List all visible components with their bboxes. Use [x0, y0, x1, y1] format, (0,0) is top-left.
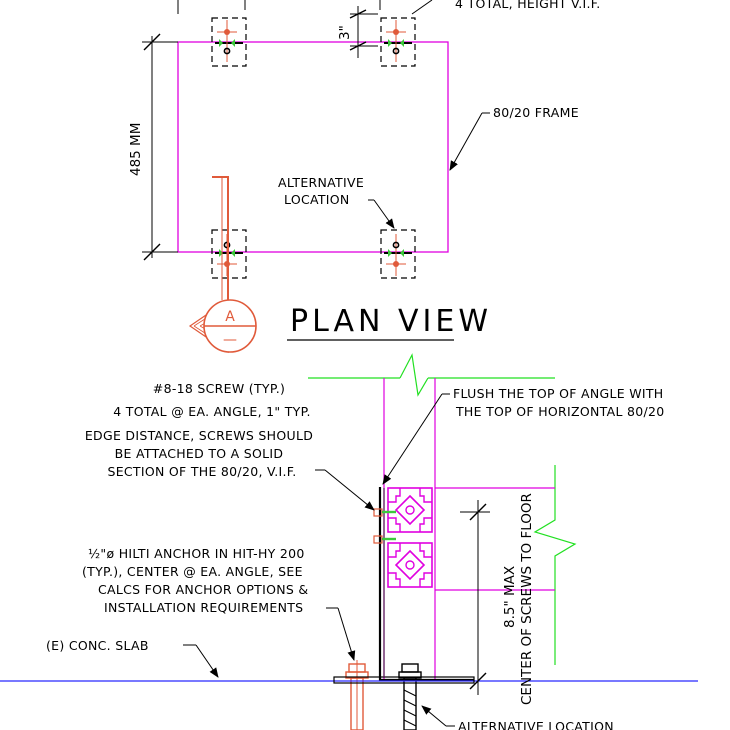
screw-note-line5: SECTION OF THE 80/20, V.I.F.: [107, 464, 296, 479]
alt-location-line2: LOCATION: [284, 192, 350, 207]
anchor-note-line2: (TYP.), CENTER @ EA. ANGLE, SEE: [82, 564, 303, 579]
frame-label: 80/20 FRAME: [493, 105, 579, 120]
steel-angle: [378, 487, 474, 682]
top-note: 4 TOTAL, HEIGHT V.I.F.: [455, 0, 601, 11]
screw-note: #8-18 SCREW (TYP.) 4 TOTAL @ EA. ANGLE, …: [85, 381, 313, 479]
alt-location-line1: ALTERNATIVE: [278, 175, 364, 190]
plan-view-title: PLAN VIEW: [290, 304, 492, 339]
anchor-note-line1: ½"ø HILTI ANCHOR IN HIT-HY 200: [88, 546, 305, 561]
section-letter: A: [225, 309, 235, 325]
flush-note-line2: THE TOP OF HORIZONTAL 80/20: [455, 404, 665, 419]
slab-label: (E) CONC. SLAB: [46, 638, 149, 653]
screw-note-line1: #8-18 SCREW (TYP.): [153, 381, 285, 396]
screw-lower: [373, 535, 396, 544]
screw-note-line2: 4 TOTAL @ EA. ANGLE, 1" TYP.: [113, 404, 311, 419]
section-view: 8.5" MAX CENTER OF SCREWS TO FLOOR #8-18…: [0, 353, 698, 730]
profile-lower: [387, 542, 433, 588]
anchor-note-line1-text: HILTI ANCHOR IN HIT-HY 200: [114, 546, 304, 561]
screw-note-line3: EDGE DISTANCE, SCREWS SHOULD: [85, 428, 313, 443]
section-marker: A —: [188, 298, 257, 354]
anchor-note-line3: CALCS FOR ANCHOR OPTIONS &: [98, 582, 308, 597]
alt-location-bottom: ALTERNATIVE LOCATION: [458, 719, 614, 730]
frame-outline: [177, 41, 449, 253]
bracket-top-left: [211, 17, 247, 67]
profile-upper: [387, 487, 433, 533]
dim-center: CENTER OF SCREWS TO FLOOR: [519, 493, 535, 705]
section-sheet: —: [223, 332, 237, 348]
anchor-note-fraction: ½"ø: [88, 546, 114, 561]
bracket-bottom-right: [380, 229, 416, 279]
alternative-anchor: [398, 663, 422, 730]
screw-note-line4: BE ATTACHED TO A SOLID: [115, 446, 284, 461]
anchor-note-line4: INSTALLATION REQUIREMENTS: [104, 600, 303, 615]
bracket-top-right: [380, 17, 416, 67]
dim-3in: 3": [337, 25, 353, 40]
section-cut-line: [212, 176, 229, 300]
anchor-note: ½"ø HILTI ANCHOR IN HIT-HY 200 (TYP.), C…: [82, 546, 308, 615]
dim-485mm: 485 MM: [128, 123, 144, 176]
flush-note-line1: FLUSH THE TOP OF ANGLE WITH: [453, 386, 664, 401]
plan-view: 4 TOTAL, HEIGHT V.I.F. 3" 485 MM 80/20 F…: [128, 0, 601, 354]
hilti-anchor: [345, 660, 369, 730]
screw-upper: [373, 508, 396, 517]
dim-max: 8.5" MAX: [502, 566, 518, 628]
